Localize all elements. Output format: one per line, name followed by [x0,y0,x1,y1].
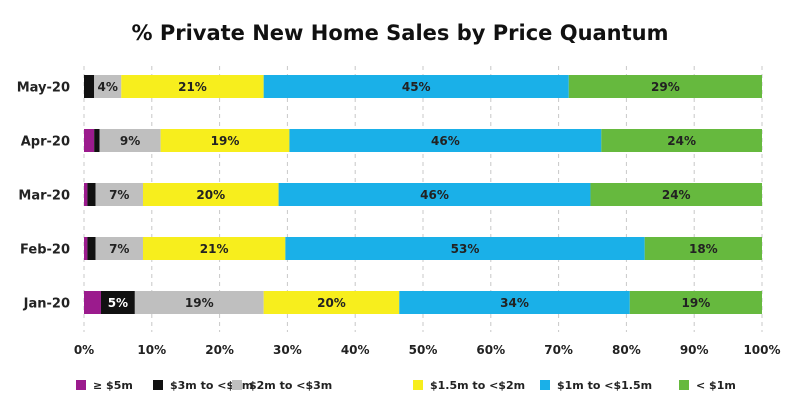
bar-segment [263,291,400,314]
data-label: 4% [98,80,118,94]
bar-segment [644,237,762,260]
y-category-label: May-20 [17,81,70,96]
data-label: 45% [402,80,431,94]
bar-segment [84,291,101,314]
bar-segment [134,291,264,314]
data-label: 53% [451,242,480,256]
legend: ≥ $5m $3m to <$5m$2m to <$3m $1.5m to <$2m… [76,379,736,392]
bar-segment [568,75,762,98]
bar-segment [84,75,95,98]
bar-segment [629,291,762,314]
y-category-label: Mar-20 [18,189,70,204]
bar-segment [601,129,762,152]
legend-label: $2m to <$3m [249,379,332,392]
x-tick-label: 70% [544,343,573,357]
legend-label: $1.5m to <$2m [430,379,525,392]
x-tick-label: 60% [476,343,505,357]
bar-segment [94,75,122,98]
data-label: 21% [178,80,207,94]
bar-segment [87,183,96,206]
x-tick-label: 30% [273,343,302,357]
data-label: 7% [109,188,129,202]
bar-segment [160,129,290,152]
data-label: 19% [185,296,214,310]
bar-segment [142,237,286,260]
x-tick-label: 80% [612,343,641,357]
data-label: 34% [500,296,529,310]
bar-segment [278,183,591,206]
bar-segment [121,75,264,98]
x-tick-label: 0% [74,343,94,357]
bar-segment [263,75,569,98]
bar-segment [142,183,279,206]
data-label: 46% [431,134,460,148]
data-label: 46% [420,188,449,202]
x-tick-label: 90% [680,343,709,357]
data-label: 19% [682,296,711,310]
data-label: 18% [689,242,718,256]
bar-segment [99,129,161,152]
y-axis-labels: May-20 Apr-20 Mar-20 Feb-20 Jan-20 [17,81,70,312]
x-tick-label: 50% [409,343,438,357]
bar-segment [95,237,143,260]
legend-swatch [76,380,86,390]
x-tick-label: 10% [137,343,166,357]
x-axis-ticks: 0% 10% 20% 30% 40% 50% 60% 70% 80% 90% 100% [74,343,781,357]
x-tick-label: 20% [205,343,234,357]
legend-label: $1m to <$1.5m [557,379,652,392]
legend-swatch [540,380,550,390]
data-label: 19% [211,134,240,148]
bar-segment [590,183,762,206]
legend-label: < $1m [696,379,736,392]
data-label: 29% [651,80,680,94]
bar-segment [289,129,602,152]
data-label: 24% [667,134,696,148]
data-label: 20% [196,188,225,202]
chart-title: % Private New Home Sales by Price Quantu… [131,21,668,45]
data-label: 21% [200,242,229,256]
bar-segment [100,291,135,314]
y-category-label: Apr-20 [21,135,70,150]
bar-segment [285,237,645,260]
legend-label: ≥ $5m [93,379,133,392]
bar-segment [399,291,630,314]
data-label: 20% [317,296,346,310]
legend-swatch [232,380,242,390]
bar-segment [84,183,88,206]
legend-swatch [679,380,689,390]
data-label: 9% [120,134,140,148]
bar-segment [84,129,95,152]
bar-segment [94,129,100,152]
y-category-label: Jan-20 [23,297,70,312]
bar-segment [95,183,143,206]
y-category-label: Feb-20 [20,243,70,258]
bars: 4% 21% 45% 29% 9% 19% 46% 24% 7% 20% 46% 24% 7% 21% 53… [84,75,762,314]
data-label: 24% [662,188,691,202]
x-tick-label: 40% [341,343,370,357]
data-label: 7% [109,242,129,256]
legend-swatch [413,380,423,390]
bar-segment [87,237,96,260]
x-tick-label: 100% [743,343,780,357]
data-label: 5% [108,296,128,310]
legend-swatch [153,380,163,390]
bar-segment [84,237,88,260]
